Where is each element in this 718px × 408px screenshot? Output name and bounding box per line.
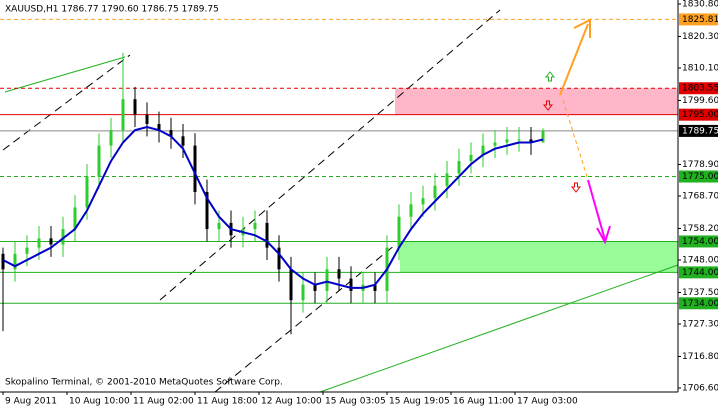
candle-body [337,269,341,279]
candle-body [313,284,317,291]
level-label: 1803.55 [682,84,718,94]
level-label: 1775.00 [682,172,718,182]
buy-signal [544,71,556,82]
y-tick-label: 1758.20 [682,224,718,234]
candle-body [457,161,461,174]
level-label-box [679,170,718,183]
channel-line [2,54,131,151]
symbol-info: XAUUSD,H1 1786.77 1790.60 1786.75 1789.7… [5,5,219,15]
level-label-box [679,297,718,310]
level-label: 1825.81 [682,15,718,25]
forecast-arrow [587,179,606,241]
candle-body [13,253,17,270]
trend-line [319,264,679,393]
y-tick-label: 1737.50 [682,288,718,298]
y-tick-label: 1716.80 [682,352,718,362]
candle-body [433,185,437,199]
candle-body [1,253,5,270]
level-label: 1795.00 [682,110,718,120]
candle-body [37,238,41,248]
candle-body [193,145,197,192]
candle-body [349,278,353,291]
level-label: 1789.75 [682,126,718,136]
y-tick-label: 1830.80 [682,0,718,9]
candle-body [217,222,221,230]
candle-body [325,269,329,291]
candle-body [109,130,113,146]
trend-line [4,56,126,93]
candle-body [157,123,161,131]
price-zone [400,241,678,273]
candle-body [265,222,269,248]
price-zone [395,88,678,115]
candle-body [85,176,89,208]
x-tick-label: 15 Aug 19:05 [389,397,450,407]
candle-body [445,173,449,186]
level-label-box [679,266,718,279]
candle-body [517,139,521,141]
candle-body [469,154,473,162]
level-label-box [679,235,718,248]
level-label: 1754.00 [682,237,718,247]
y-tick-label: 1799.60 [682,96,718,106]
candle-body [421,198,425,205]
y-tick-label: 1748.00 [682,256,718,266]
level-label-box [679,108,718,121]
x-tick-label: 11 Aug 18:00 [197,397,258,407]
arrow-head [596,225,611,245]
sell-signal [570,182,582,193]
level-label-box [679,124,718,137]
candle-body [73,207,77,230]
x-tick-label: 10 Aug 10:00 [69,397,130,407]
candle-body [373,284,377,291]
level-label-box [679,13,718,26]
channel-line [159,9,501,301]
y-tick-label: 1727.30 [682,320,718,330]
candle-body [169,130,173,137]
candle-body [133,99,137,115]
candle-body [253,222,257,230]
y-tick-label: 1706.60 [682,384,718,394]
candle-body [181,136,185,146]
y-tick-label: 1820.30 [682,32,718,42]
y-tick-label: 1810.10 [682,63,718,73]
x-tick-label: 12 Aug 10:00 [261,397,322,407]
y-tick-label: 1768.70 [682,192,718,202]
x-tick-label: 15 Aug 03:05 [325,397,386,407]
candle-body [49,238,53,245]
candle-body [493,142,497,146]
candle-body [505,139,509,143]
candle-body [97,145,101,177]
moving-average [2,126,544,289]
y-tick-label: 1778.90 [682,160,718,170]
x-tick-label: 16 Aug 11:00 [453,397,514,407]
forecast-arrow [559,23,589,96]
candle-body [121,99,125,131]
candle-body [397,216,401,248]
level-label: 1734.00 [682,299,718,309]
level-label: 1744.00 [682,268,718,278]
candle-body [289,269,293,301]
x-tick-label: 17 Aug 03:00 [517,397,578,407]
candle-body [145,114,149,124]
arrow-head [573,18,591,38]
candle-body [25,247,29,254]
candle-body [61,229,65,245]
level-label-box [679,82,718,95]
candle-body [277,247,281,270]
candle-body [481,145,485,155]
x-tick-label: 11 Aug 02:00 [133,397,194,407]
candle-body [409,204,413,217]
sell-signal [542,100,554,111]
candle-body [301,284,305,301]
candle-body [541,130,545,143]
candle-body [205,191,209,230]
copyright: Skopalino Terminal, © 2001-2010 MetaQuot… [5,378,283,388]
price-axis [678,0,718,408]
candle-body [529,139,533,143]
x-tick-label: 9 Aug 2011 [5,397,57,407]
